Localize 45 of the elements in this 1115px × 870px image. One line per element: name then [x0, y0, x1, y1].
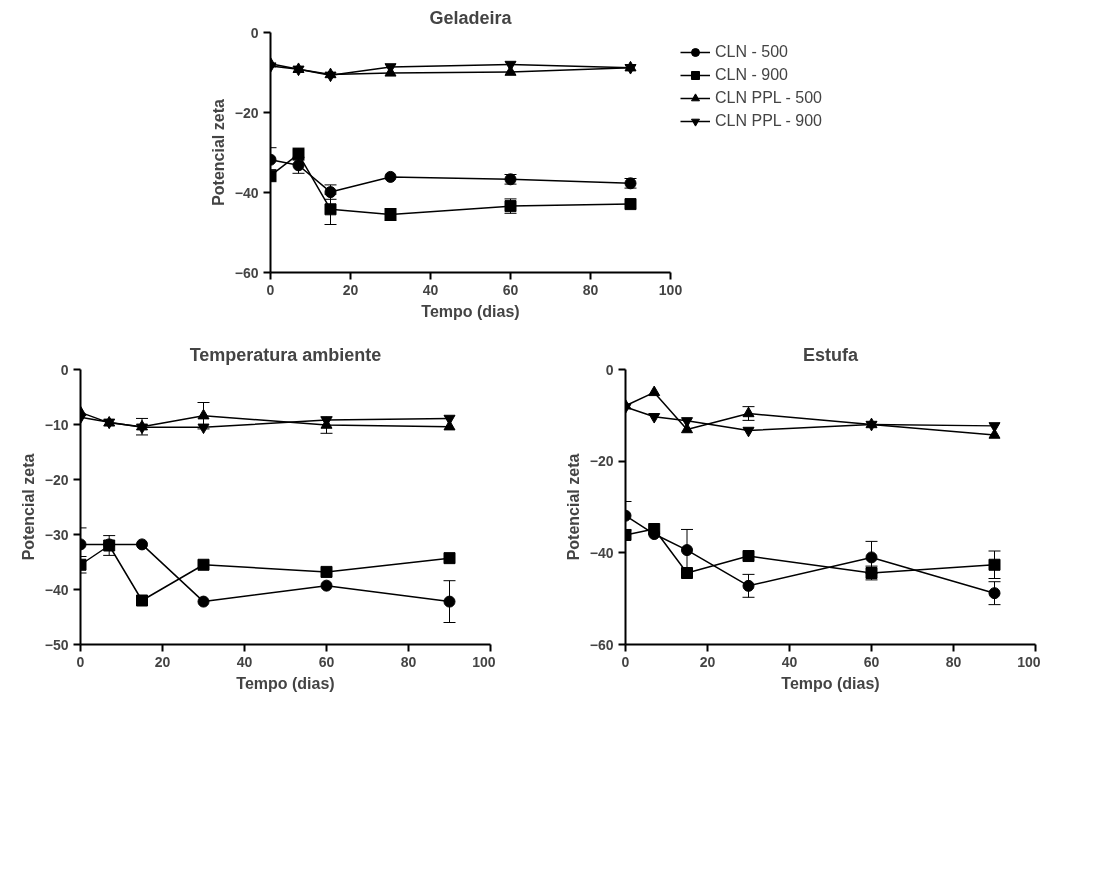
x-tick-label: 20 — [699, 653, 716, 670]
y-axis-title: Potencial zeta — [19, 453, 37, 561]
x-tick-label: 0 — [76, 653, 85, 670]
x-tick-label: 0 — [266, 281, 275, 298]
x-axis-title: Tempo (dias) — [421, 302, 520, 320]
y-tick-label: 0 — [605, 361, 614, 378]
legend-label: CLN - 500 — [715, 43, 788, 61]
legend-label: CLN - 900 — [715, 66, 788, 84]
y-tick-label: −60 — [589, 636, 614, 653]
y-tick-label: −20 — [44, 471, 69, 488]
legend-label: CLN PPL - 900 — [715, 112, 823, 130]
x-tick-label: 100 — [658, 281, 683, 298]
y-tick-label: −20 — [589, 453, 614, 470]
y-tick-label: −40 — [234, 184, 259, 201]
x-tick-label: 100 — [472, 653, 496, 670]
y-axis-title: Potencial zeta — [564, 453, 582, 561]
x-tick-label: 80 — [582, 281, 599, 298]
y-tick-label: 0 — [60, 361, 69, 378]
x-tick-label: 80 — [945, 653, 962, 670]
chart-title: Geladeira — [429, 7, 513, 28]
y-tick-label: −40 — [589, 544, 614, 561]
x-tick-label: 60 — [318, 653, 335, 670]
x-tick-label: 40 — [236, 653, 253, 670]
x-axis-title: Tempo (dias) — [781, 674, 880, 692]
y-axis-title: Potencial zeta — [209, 99, 227, 206]
x-tick-label: 40 — [781, 653, 798, 670]
x-tick-label: 40 — [422, 281, 439, 298]
x-tick-label: 80 — [400, 653, 417, 670]
x-tick-label: 20 — [154, 653, 171, 670]
x-tick-label: 20 — [342, 281, 359, 298]
x-tick-label: 100 — [1017, 653, 1041, 670]
x-axis-title: Tempo (dias) — [236, 674, 335, 692]
y-tick-label: −60 — [234, 264, 259, 281]
legend-label: CLN PPL - 500 — [715, 89, 823, 107]
y-tick-label: −20 — [234, 104, 259, 121]
chart-title: Estufa — [802, 344, 859, 365]
y-tick-label: −50 — [44, 636, 69, 653]
y-tick-label: −30 — [44, 526, 69, 543]
x-tick-label: 0 — [621, 653, 630, 670]
x-tick-label: 60 — [863, 653, 880, 670]
y-tick-label: 0 — [250, 24, 259, 41]
chart-title: Temperatura ambiente — [189, 344, 382, 365]
x-tick-label: 60 — [502, 281, 519, 298]
y-tick-label: −10 — [44, 416, 69, 433]
y-tick-label: −40 — [44, 581, 69, 598]
